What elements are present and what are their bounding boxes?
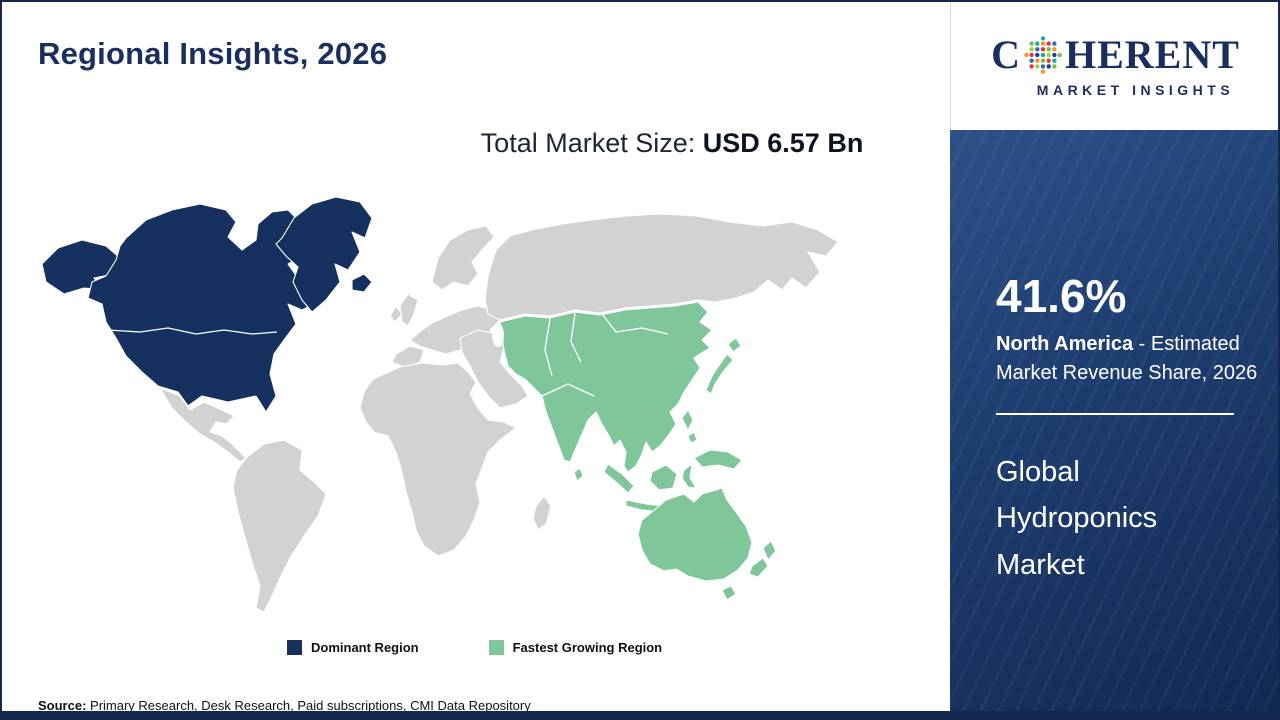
market-name: Global Hydroponics Market bbox=[996, 456, 1158, 581]
brand-wordmark-rest: HERENT bbox=[1064, 31, 1240, 77]
region-asia-pacific bbox=[499, 301, 777, 601]
land-russia bbox=[484, 213, 839, 321]
land-madagascar bbox=[532, 495, 552, 531]
land-south-america bbox=[232, 439, 327, 613]
source-note: Source: Primary Research, Desk Research,… bbox=[38, 698, 531, 713]
brand-letter-c: C bbox=[991, 31, 1021, 77]
land-new-guinea bbox=[693, 449, 743, 470]
sidebar-texture bbox=[950, 130, 1278, 711]
map-legend: Dominant Region Fastest Growing Region bbox=[287, 640, 662, 655]
page-title: Regional Insights, 2026 bbox=[38, 36, 388, 71]
caspian-sea bbox=[492, 323, 504, 347]
legend-item-dominant: Dominant Region bbox=[287, 640, 419, 655]
land-africa bbox=[359, 362, 517, 557]
brand-tagline: MARKET INSIGHTS bbox=[1036, 81, 1235, 98]
world-map bbox=[41, 196, 839, 613]
land-scandinavia bbox=[431, 225, 495, 291]
land-sri-lanka bbox=[573, 467, 584, 482]
land-ireland bbox=[389, 305, 403, 323]
total-market-size: Total Market Size: USD 6.57 Bn bbox=[402, 128, 942, 159]
land-borneo bbox=[649, 464, 678, 491]
land-new-zealand-south bbox=[748, 557, 769, 578]
land-greenland bbox=[275, 196, 373, 313]
dominant-region-label: Dominant Region bbox=[311, 640, 419, 655]
country-borders bbox=[107, 312, 669, 397]
share-description-text: - Estimated Market Revenue Share, 2026 bbox=[996, 333, 1258, 384]
region-name: North America bbox=[996, 333, 1134, 356]
highlight-sidebar: 41.6% North America - Estimated Market R… bbox=[950, 130, 1278, 711]
land-mexico-central-america bbox=[159, 387, 247, 463]
region-other-land bbox=[159, 213, 839, 613]
land-iceland bbox=[351, 273, 373, 293]
land-sulawesi bbox=[681, 463, 697, 489]
dominant-region-swatch bbox=[287, 640, 302, 655]
land-uk bbox=[399, 293, 419, 327]
revenue-share-description: North America - Estimated Market Revenue… bbox=[996, 330, 1264, 387]
border-usa-canada bbox=[107, 327, 278, 335]
sidebar-divider bbox=[996, 413, 1234, 416]
land-asia-mainland bbox=[499, 301, 713, 473]
land-sumatra bbox=[603, 463, 635, 494]
border-mongolia bbox=[601, 313, 669, 335]
bottom-accent-bar bbox=[2, 711, 1278, 718]
dotted-globe-icon bbox=[1024, 35, 1062, 74]
legend-item-fastest-growing: Fastest Growing Region bbox=[488, 640, 663, 655]
region-north-america bbox=[41, 196, 373, 413]
land-australia bbox=[637, 487, 753, 582]
fastest-growing-region-swatch bbox=[488, 640, 504, 655]
border-central-asia-2 bbox=[570, 312, 582, 363]
land-hokkaido bbox=[727, 337, 742, 353]
land-iberia bbox=[391, 345, 425, 369]
land-alaska bbox=[41, 239, 121, 295]
source-text: Primary Research, Desk Research, Paid su… bbox=[90, 698, 531, 713]
land-japan bbox=[705, 353, 734, 395]
land-canada-usa bbox=[87, 203, 323, 413]
brand-wordmark: C bbox=[991, 31, 1240, 77]
land-philippines-north bbox=[681, 409, 694, 431]
fastest-growing-region-label: Fastest Growing Region bbox=[512, 640, 663, 655]
brand-logo: C bbox=[950, 2, 1278, 130]
border-central-asia-1 bbox=[544, 317, 553, 377]
total-market-size-label: Total Market Size: bbox=[480, 128, 696, 158]
land-new-zealand-north bbox=[762, 540, 777, 561]
source-label: Source: bbox=[38, 698, 87, 713]
land-philippines-south bbox=[687, 431, 698, 444]
land-tasmania bbox=[721, 585, 737, 601]
total-market-size-value: USD 6.57 Bn bbox=[702, 128, 864, 158]
border-india-north bbox=[541, 383, 595, 397]
revenue-share-value: 41.6% bbox=[996, 270, 1127, 322]
